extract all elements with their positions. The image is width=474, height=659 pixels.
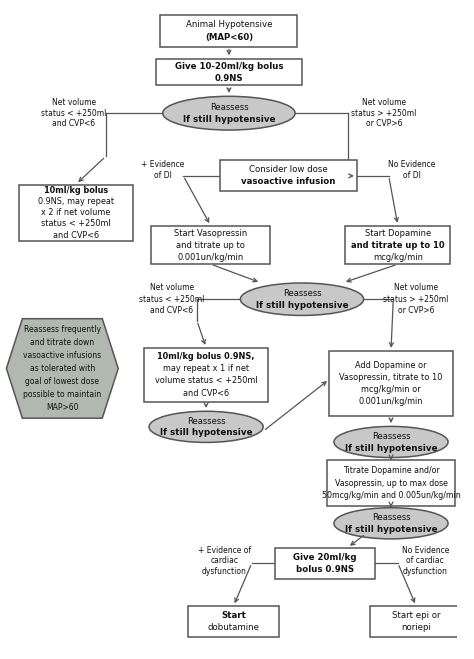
Text: or CVP>6: or CVP>6 (366, 119, 402, 129)
Text: (MAP<60): (MAP<60) (205, 32, 253, 42)
Ellipse shape (240, 283, 364, 316)
Text: Start: Start (221, 611, 246, 620)
Text: mcg/kg/min or: mcg/kg/min or (361, 385, 421, 394)
Text: and CVP<6: and CVP<6 (183, 389, 229, 397)
Text: status > +250ml: status > +250ml (351, 109, 417, 118)
Text: Net volume: Net volume (362, 98, 406, 107)
Text: If still hypotensive: If still hypotensive (345, 444, 437, 453)
Polygon shape (7, 319, 118, 418)
FancyBboxPatch shape (346, 226, 450, 264)
Text: If still hypotensive: If still hypotensive (345, 525, 437, 534)
FancyBboxPatch shape (274, 548, 375, 579)
Text: cardiac: cardiac (210, 556, 238, 565)
Text: Reassess: Reassess (372, 432, 410, 441)
Text: Reassess: Reassess (210, 103, 248, 112)
Text: status < +250ml: status < +250ml (41, 219, 111, 229)
Text: mcg/kg/min: mcg/kg/min (373, 253, 423, 262)
Text: 0.9NS, may repeat: 0.9NS, may repeat (38, 197, 114, 206)
Text: Vasopressin, titrate to 10: Vasopressin, titrate to 10 (339, 373, 443, 382)
Text: and CVP<6: and CVP<6 (52, 119, 95, 129)
Ellipse shape (334, 507, 448, 539)
Text: If still hypotensive: If still hypotensive (160, 428, 252, 438)
Text: and titrate up to 10: and titrate up to 10 (351, 241, 445, 250)
Text: 0.001un/kg/min: 0.001un/kg/min (359, 397, 423, 406)
Text: dysfunction: dysfunction (202, 567, 247, 576)
Text: of DI: of DI (154, 171, 172, 181)
Text: 0.9NS: 0.9NS (215, 74, 243, 82)
FancyBboxPatch shape (188, 606, 279, 637)
Text: Give 20ml/kg: Give 20ml/kg (293, 552, 356, 561)
Text: Start epi or: Start epi or (392, 611, 440, 620)
Text: No Evidence: No Evidence (388, 159, 435, 169)
FancyBboxPatch shape (145, 348, 268, 402)
Text: vasoactive infusion: vasoactive infusion (241, 177, 336, 186)
Text: Animal Hypotensive: Animal Hypotensive (186, 20, 272, 30)
Ellipse shape (163, 96, 295, 130)
Text: Add Dopamine or: Add Dopamine or (355, 361, 427, 370)
Text: Net volume: Net volume (52, 98, 96, 107)
Text: volume status < +250ml: volume status < +250ml (155, 376, 257, 386)
Text: goal of lowest dose: goal of lowest dose (25, 377, 100, 386)
Text: as tolerated with: as tolerated with (30, 364, 95, 373)
Text: Titrate Dopamine and/or: Titrate Dopamine and/or (343, 467, 439, 476)
Text: + Evidence: + Evidence (141, 159, 184, 169)
Text: Reassess frequently: Reassess frequently (24, 325, 101, 334)
Text: Give 10-20ml/kg bolus: Give 10-20ml/kg bolus (175, 61, 283, 71)
Text: 10ml/kg bolus 0.9NS,: 10ml/kg bolus 0.9NS, (157, 353, 255, 361)
Text: and titrate up to: and titrate up to (176, 241, 245, 250)
Text: Reassess: Reassess (283, 289, 321, 298)
Text: 0.001un/kg/min: 0.001un/kg/min (178, 253, 244, 262)
FancyBboxPatch shape (327, 461, 455, 506)
Text: Vasopressin, up to max dose: Vasopressin, up to max dose (335, 478, 447, 488)
FancyBboxPatch shape (19, 185, 133, 241)
Text: status < +250ml: status < +250ml (139, 295, 205, 304)
FancyBboxPatch shape (220, 160, 357, 192)
Text: MAP>60: MAP>60 (46, 403, 79, 412)
FancyBboxPatch shape (161, 15, 297, 47)
Text: status > +250ml: status > +250ml (383, 295, 449, 304)
Text: No Evidence: No Evidence (401, 546, 449, 555)
Text: Net volume: Net volume (150, 283, 194, 292)
Text: x 2 if net volume: x 2 if net volume (41, 208, 110, 217)
Text: Consider low dose: Consider low dose (249, 165, 328, 175)
Text: Start Dopamine: Start Dopamine (365, 229, 431, 237)
Text: and titrate down: and titrate down (30, 338, 94, 347)
Text: dysfunction: dysfunction (403, 567, 447, 576)
Text: of DI: of DI (402, 171, 420, 181)
Text: may repeat x 1 if net: may repeat x 1 if net (163, 364, 249, 374)
Text: + Evidence of: + Evidence of (198, 546, 251, 555)
FancyBboxPatch shape (151, 226, 270, 264)
Text: Net volume: Net volume (394, 283, 438, 292)
Ellipse shape (334, 426, 448, 457)
Text: If still hypotensive: If still hypotensive (182, 115, 275, 124)
Text: 50mcg/kg/min and 0.005un/kg/min: 50mcg/kg/min and 0.005un/kg/min (322, 491, 460, 500)
Text: and CVP<6: and CVP<6 (53, 231, 99, 240)
Text: and CVP<6: and CVP<6 (150, 306, 193, 316)
Text: 10ml/kg bolus: 10ml/kg bolus (44, 186, 108, 194)
Ellipse shape (149, 411, 263, 442)
Text: Reassess: Reassess (372, 513, 410, 522)
Text: Reassess: Reassess (187, 416, 226, 426)
FancyBboxPatch shape (371, 606, 462, 637)
Text: Start Vasopressin: Start Vasopressin (174, 229, 247, 237)
Text: status < +250ml: status < +250ml (41, 109, 107, 118)
Text: If still hypotensive: If still hypotensive (256, 301, 348, 310)
Text: bolus 0.9NS: bolus 0.9NS (296, 565, 354, 574)
Text: vasoactive infusions: vasoactive infusions (23, 351, 101, 360)
Text: dobutamine: dobutamine (208, 623, 259, 632)
Text: noriepi: noriepi (401, 623, 431, 632)
FancyBboxPatch shape (156, 59, 302, 86)
Text: of cardiac: of cardiac (406, 556, 444, 565)
Text: possible to maintain: possible to maintain (23, 390, 101, 399)
Text: or CVP>6: or CVP>6 (398, 306, 434, 316)
FancyBboxPatch shape (329, 351, 453, 416)
